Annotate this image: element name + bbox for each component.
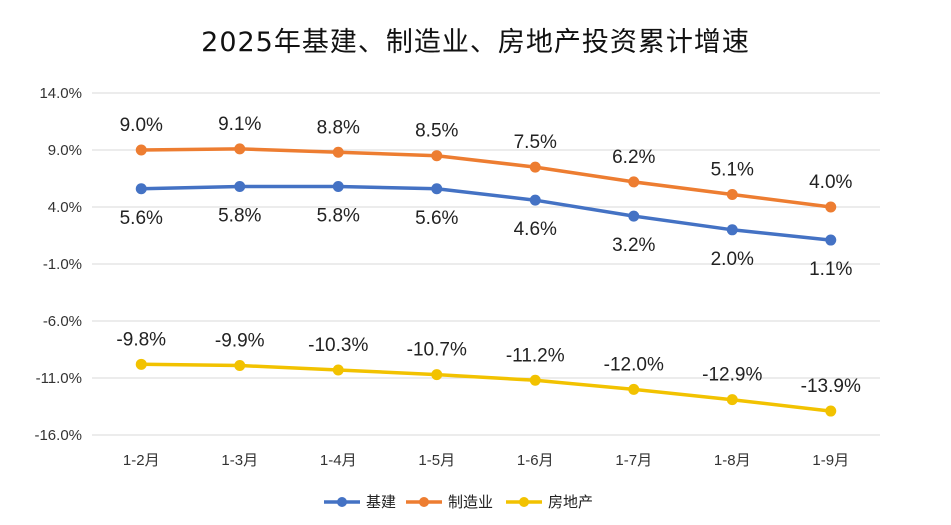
data-label: -10.7% bbox=[407, 340, 467, 361]
data-point bbox=[726, 394, 738, 406]
data-label: 5.8% bbox=[317, 205, 360, 226]
legend-marker bbox=[519, 497, 529, 507]
x-tick-label: 1-6月 bbox=[517, 452, 554, 469]
x-tick-label: 1-9月 bbox=[812, 452, 849, 469]
data-label: 5.6% bbox=[415, 208, 458, 229]
data-label: -12.0% bbox=[604, 354, 664, 375]
data-point bbox=[825, 201, 837, 213]
data-label: -13.9% bbox=[801, 376, 861, 397]
series-line bbox=[139, 147, 833, 209]
data-point bbox=[332, 180, 344, 192]
y-tick-label: 14.0% bbox=[39, 85, 82, 102]
data-point bbox=[825, 234, 837, 246]
data-label: 3.2% bbox=[612, 235, 655, 256]
x-tick-label: 1-2月 bbox=[123, 452, 160, 469]
legend-label: 基建 bbox=[366, 493, 396, 511]
data-point bbox=[529, 194, 541, 206]
data-point bbox=[726, 224, 738, 236]
data-point bbox=[234, 180, 246, 192]
data-point bbox=[628, 176, 640, 188]
data-point bbox=[431, 183, 443, 195]
legend-marker bbox=[419, 497, 429, 507]
data-label: 8.8% bbox=[317, 117, 360, 138]
data-label: -10.3% bbox=[308, 335, 368, 356]
y-tick-label: -1.0% bbox=[43, 256, 82, 273]
data-point bbox=[726, 188, 738, 200]
data-label: 5.8% bbox=[218, 205, 261, 226]
data-label: 9.0% bbox=[120, 115, 163, 136]
data-point bbox=[825, 405, 837, 417]
y-tick-label: -6.0% bbox=[43, 313, 82, 330]
data-point bbox=[234, 359, 246, 371]
data-label: -11.2% bbox=[506, 345, 565, 366]
data-label: 7.5% bbox=[514, 132, 557, 153]
data-label: 1.1% bbox=[809, 259, 852, 280]
y-tick-label: 9.0% bbox=[48, 142, 82, 159]
legend-marker bbox=[337, 497, 347, 507]
y-tick-label: -16.0% bbox=[34, 427, 82, 444]
data-point bbox=[135, 144, 147, 156]
data-label: 9.1% bbox=[218, 114, 261, 135]
data-label: -12.9% bbox=[702, 365, 762, 386]
data-label: 4.6% bbox=[514, 219, 557, 240]
x-tick-label: 1-7月 bbox=[615, 452, 652, 469]
data-point bbox=[529, 374, 541, 386]
data-point bbox=[332, 364, 344, 376]
legend-label: 房地产 bbox=[548, 493, 593, 511]
data-point bbox=[529, 161, 541, 173]
data-point bbox=[628, 210, 640, 222]
x-tick-label: 1-4月 bbox=[320, 452, 357, 469]
y-tick-label: -11.0% bbox=[36, 370, 82, 387]
data-point bbox=[431, 150, 443, 162]
data-point bbox=[234, 143, 246, 155]
data-label: 5.1% bbox=[711, 159, 754, 180]
data-point bbox=[332, 146, 344, 158]
data-label: 5.6% bbox=[120, 208, 163, 229]
data-point bbox=[135, 358, 147, 370]
x-tick-label: 1-5月 bbox=[418, 452, 455, 469]
data-point bbox=[135, 183, 147, 195]
data-label: -9.8% bbox=[116, 329, 166, 350]
y-tick-label: 4.0% bbox=[48, 199, 82, 216]
data-label: 6.2% bbox=[612, 147, 655, 168]
data-label: 2.0% bbox=[711, 249, 754, 270]
data-point bbox=[431, 369, 443, 381]
chart-title: 2025年基建、制造业、房地产投资累计增速 bbox=[201, 27, 750, 58]
data-label: 8.5% bbox=[415, 121, 458, 142]
data-point bbox=[628, 383, 640, 395]
data-label: 4.0% bbox=[809, 172, 852, 193]
x-tick-label: 1-3月 bbox=[221, 452, 258, 469]
series-line bbox=[139, 362, 833, 413]
data-label: -9.9% bbox=[215, 330, 265, 351]
x-tick-label: 1-8月 bbox=[714, 452, 751, 469]
series-line bbox=[139, 184, 833, 242]
legend-label: 制造业 bbox=[448, 493, 493, 511]
